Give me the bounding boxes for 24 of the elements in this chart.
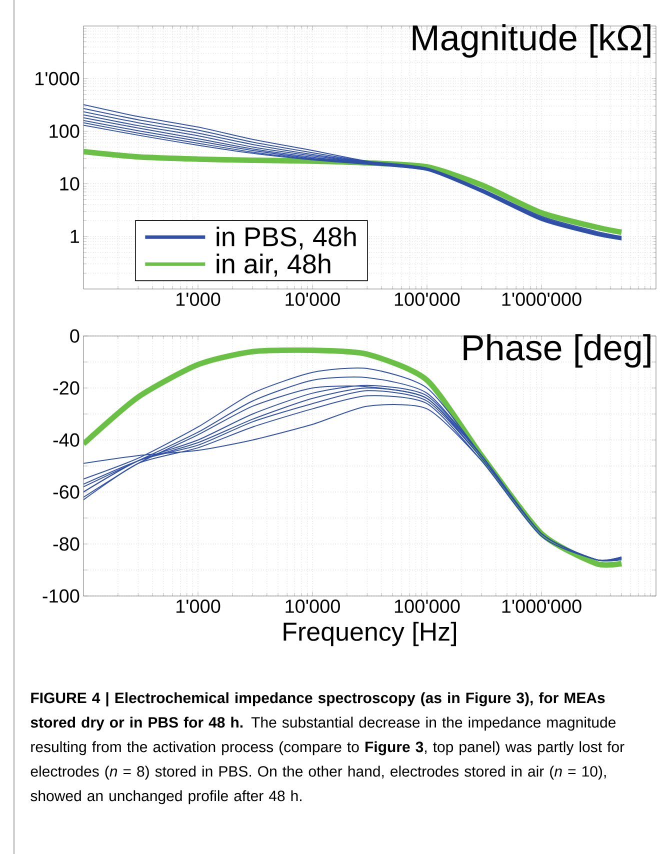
- y-tick-label: -80: [53, 537, 80, 551]
- y-tick-label: 100: [50, 124, 80, 138]
- y-tick-label: 1: [70, 230, 80, 243]
- y-tick-label: -60: [53, 485, 80, 499]
- legend-label: in air, 48h: [216, 254, 330, 277]
- y-tick-label: 10: [60, 177, 80, 191]
- y-tick-label: -100: [42, 589, 80, 603]
- x-tick-label: 100'000: [394, 292, 460, 306]
- y-tick-label: -20: [53, 381, 80, 395]
- x-tick-label: 1'000'000: [502, 292, 582, 306]
- x-tick-label: 1'000: [176, 600, 220, 613]
- chart-title: Magnitude [kΩ]: [412, 24, 650, 58]
- x-tick-label: 100'000: [394, 600, 460, 613]
- legend-label: in PBS, 48h: [216, 226, 356, 250]
- x-tick-label: 1'000'000: [502, 600, 582, 613]
- x-tick-label: 10'000: [286, 292, 340, 306]
- y-tick-label: -40: [53, 433, 80, 447]
- y-tick-label: 0: [70, 329, 80, 343]
- chart-title: Phase [deg]: [464, 334, 650, 368]
- x-axis-title: Frequency [Hz]: [284, 622, 456, 646]
- x-tick-label: 10'000: [286, 600, 340, 613]
- y-tick-label: 1'000: [36, 72, 80, 86]
- text: FIGURE 4 | Electrochemical impedance spectroscopy (as in Figure 3), for MEAs stored dry or in PBS for 48 h. The substantial decrease in the impedance magnitude resulting from the activation process (compare to Figure 3, top panel) was partly lost for electrodes (n = 8) stored in PBS. On the other hand, electrodes stored in air (n = 10), showed an unchanged profile after 48 h.: [30, 692, 624, 804]
- x-tick-label: 1'000: [176, 292, 220, 306]
